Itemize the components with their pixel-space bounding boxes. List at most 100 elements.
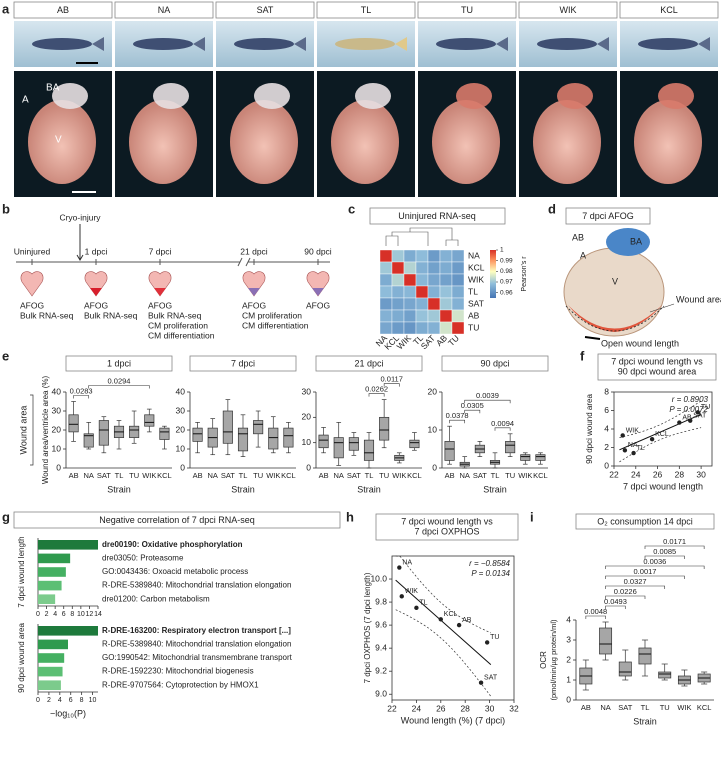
box [505, 441, 516, 454]
x-axis-label: 7 dpci wound length [623, 481, 703, 491]
strain-label: WIK [560, 5, 577, 15]
confidence-band [395, 609, 492, 697]
x-tick-label: 24 [631, 469, 641, 479]
x-axis-label: Strain [231, 484, 255, 494]
x-tick-label: 30 [485, 703, 495, 713]
section-label: A [580, 250, 586, 260]
ventricle [230, 100, 298, 184]
significance-bracket [585, 615, 606, 619]
col-label: WIK [395, 333, 414, 352]
bulbus [355, 83, 391, 109]
fish [436, 38, 496, 50]
box [237, 427, 249, 452]
bar-label: R-DRE-163200: Respiratory electron trans… [102, 626, 291, 635]
point-label: WIK [626, 427, 640, 434]
x-tick-label: 10 [89, 697, 97, 704]
row-label: WIK [468, 274, 484, 284]
x-tick-label: SAT [221, 471, 235, 480]
heatmap-cell [439, 297, 453, 311]
x-tick-label: TL [641, 703, 650, 712]
fish-tail [294, 37, 306, 51]
strain-header [316, 1, 416, 19]
strain-label: SAT [257, 5, 274, 15]
bulbus [557, 83, 593, 109]
chart-title: 90 dpci wound area [618, 366, 697, 376]
y-tick-label: 0 [566, 694, 571, 704]
y-tick-label: 20 [176, 424, 186, 434]
heatmap-cell [403, 309, 417, 323]
box [618, 661, 632, 677]
stat-text: P = 0.0134 [471, 569, 510, 578]
colorbar-tick-label: 1 [500, 247, 504, 254]
stage-label: 90 dpci [304, 246, 332, 256]
heatmap-cell [451, 261, 465, 275]
heatmap-cell [403, 297, 417, 311]
point [677, 420, 682, 425]
x-tick-label: 4 [58, 697, 62, 704]
box [444, 441, 455, 461]
strain-header [114, 1, 214, 19]
y-tick-label: 0 [180, 462, 185, 472]
box [144, 414, 155, 427]
panel-letter: a [2, 1, 10, 16]
x-tick-label: 6 [69, 697, 73, 704]
break-mark [245, 257, 251, 267]
p-value: 0.0017 [634, 567, 657, 576]
x-axis-label: Strain [107, 484, 131, 494]
heatmap-cell [451, 321, 465, 335]
heatmap-cell [379, 261, 393, 275]
y-tick-label: 20 [302, 412, 312, 422]
section-bulbus [606, 228, 650, 256]
x-tick-label: TL [239, 471, 248, 480]
significance-bracket [605, 585, 666, 589]
box [268, 427, 279, 450]
x-tick-label: 26 [653, 469, 663, 479]
heatmap-cell [427, 321, 441, 335]
fish-tail [698, 37, 710, 51]
leader-line [649, 303, 675, 313]
p-value: 0.0094 [491, 419, 514, 428]
assay-label: Bulk RNA-seq [20, 310, 74, 320]
bar-label: dre00190: Oxidative phosphorylation [102, 540, 243, 549]
y-tick-label: 4 [566, 614, 571, 624]
x-tick-label: NA [84, 471, 94, 480]
panel-letter: b [2, 201, 10, 216]
heatmap-cell [451, 297, 465, 311]
fish [638, 38, 698, 50]
heatmap-cell [403, 273, 417, 287]
x-tick-label: AB [193, 471, 203, 480]
x-tick-label: SAT [97, 471, 111, 480]
panel-letter: g [2, 509, 10, 524]
heatmap-cell [451, 249, 465, 263]
point [484, 640, 490, 645]
bar-label: R-DRE-5389840: Mitochondrial translation… [102, 581, 291, 590]
significance-bracket [605, 595, 646, 599]
x-axis-label: −log₁₀(P) [50, 708, 86, 718]
significance-bracket [464, 409, 481, 414]
y-tick-label: 9.2 [375, 665, 387, 675]
panel-title-box [441, 355, 549, 372]
x-tick-label: WIK [518, 471, 532, 480]
strain-label: KCL [660, 5, 678, 15]
assay-label: AFOG [148, 300, 172, 310]
point [622, 448, 628, 453]
x-tick-label: NA [208, 471, 218, 480]
bulbus [153, 83, 189, 109]
x-tick-label: NA [334, 471, 344, 480]
significance-bracket [605, 575, 685, 579]
fish [537, 38, 597, 50]
heatmap-cell [391, 261, 405, 275]
stat-text: r = 0.8903 [672, 395, 709, 404]
assay-label: Bulk RNA-seq [148, 310, 202, 320]
significance-bracket [605, 565, 705, 569]
panel-letter: d [548, 201, 556, 216]
assay-label: CM proliferation [242, 310, 302, 320]
box [222, 410, 233, 444]
panel-title-box [65, 355, 173, 372]
y-tick-label: 10 [302, 437, 312, 447]
chart-title: O₂ consumption 14 dpci [597, 516, 693, 526]
box [409, 439, 420, 449]
assay-label: CM proliferation [148, 320, 208, 330]
x-tick-label: SAT [618, 703, 632, 712]
